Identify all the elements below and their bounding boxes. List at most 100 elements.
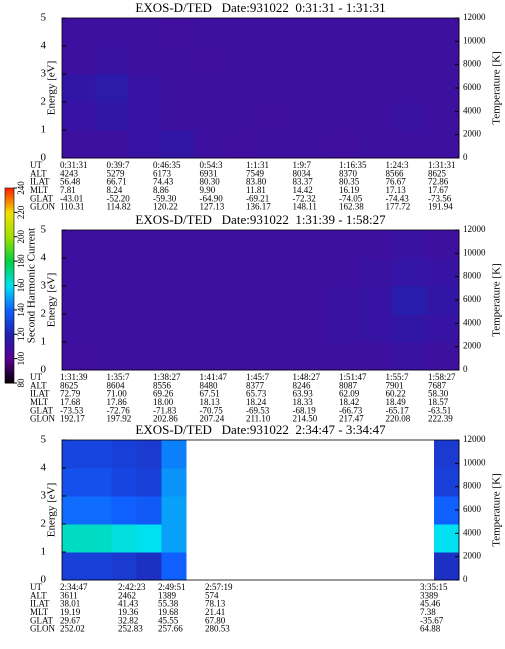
colorbar-tick-label: 140 <box>16 303 26 317</box>
y2-tick-label: 10000 <box>463 35 486 45</box>
orbit-row-label: ILAT <box>30 177 50 187</box>
heatmap-cell <box>194 314 228 343</box>
colorbar-swatch <box>5 300 14 304</box>
heatmap-cell <box>392 286 427 315</box>
colorbar-swatch <box>5 317 14 321</box>
y2-tick-label: 8000 <box>463 59 482 69</box>
colorbar-swatch <box>5 295 14 299</box>
heatmap-cell <box>95 286 129 315</box>
orbit-value: 8625 <box>428 168 447 178</box>
heatmap-cell <box>161 286 195 315</box>
orbit-value: 65.73 <box>246 389 267 399</box>
orbit-value: 148.11 <box>293 202 317 212</box>
heatmap-cell <box>392 230 427 259</box>
y-tick-label: 0 <box>41 364 47 376</box>
orbit-row-label: ALT <box>30 380 47 390</box>
orbit-value: 2:34:47 <box>60 582 88 592</box>
colorbar-swatch <box>5 205 14 208</box>
orbit-value: 63.93 <box>293 389 314 399</box>
orbit-value: 17.86 <box>107 397 128 407</box>
heatmap-cell <box>359 258 394 287</box>
orbit-row-label: UT <box>30 160 42 170</box>
colorbar-swatch <box>5 227 14 230</box>
heatmap-cell <box>194 18 228 47</box>
orbit-value: 217.47 <box>339 414 364 424</box>
colorbar-swatch <box>5 326 14 330</box>
orbit-row-label: GLAT <box>30 405 53 415</box>
orbit-value: 55.38 <box>158 599 179 609</box>
heatmap-cell <box>194 258 228 287</box>
orbit-value: 72.86 <box>428 177 449 187</box>
orbit-value: -43.01 <box>60 193 83 203</box>
orbit-value: -66.73 <box>339 405 363 415</box>
orbit-value: 18.24 <box>246 397 267 407</box>
orbit-value: 7687 <box>428 380 447 390</box>
orbit-value: 58.30 <box>428 389 449 399</box>
colorbar-swatch <box>5 207 14 211</box>
heatmap-cell <box>326 74 361 103</box>
heatmap-cell <box>62 440 88 469</box>
heatmap-cell <box>128 46 162 75</box>
orbit-value: 110.31 <box>60 202 84 212</box>
orbit-value: 191.94 <box>428 202 453 212</box>
orbit-value: 2462 <box>118 590 136 600</box>
y-tick-label: 5 <box>41 434 47 446</box>
heatmap-cell <box>194 74 228 103</box>
orbit-value: 6931 <box>200 168 218 178</box>
orbit-row-label: MLT <box>30 397 49 407</box>
heatmap-cell <box>161 342 195 371</box>
colorbar-swatch <box>5 346 14 350</box>
y-tick-label: 4 <box>41 40 47 52</box>
orbit-value: 0:54:3 <box>200 160 224 170</box>
colorbar-swatch <box>5 287 14 291</box>
colorbar-swatch <box>5 290 14 294</box>
y-tick-label: 1 <box>41 336 47 348</box>
heatmap-cell <box>62 468 88 497</box>
heatmap-cell <box>434 440 460 469</box>
colorbar-swatch <box>5 270 14 274</box>
heatmap-cell <box>128 102 162 131</box>
heatmap-cell <box>62 342 96 371</box>
orbit-value: 1:41:47 <box>200 372 228 382</box>
colorbar-swatch <box>5 241 14 245</box>
heatmap-cell <box>326 286 361 315</box>
heatmap-cell <box>293 314 328 343</box>
orbit-row-label: UT <box>30 582 42 592</box>
orbit-value: 252.02 <box>60 624 85 634</box>
heatmap-cell <box>260 230 295 259</box>
colorbar-swatch <box>5 378 14 382</box>
orbit-value: 80.30 <box>200 177 221 187</box>
orbit-value: 7549 <box>246 168 265 178</box>
orbit-value: 18.57 <box>428 397 449 407</box>
heatmap-cell <box>194 102 228 131</box>
orbit-value: 69.26 <box>153 389 174 399</box>
colorbar-swatch <box>5 322 14 325</box>
orbit-value: 56.48 <box>60 177 81 187</box>
heatmap-cell <box>128 130 162 159</box>
colorbar-swatch <box>5 297 14 301</box>
orbit-value: 6173 <box>153 168 172 178</box>
y2-tick-label: 0 <box>463 364 468 374</box>
heatmap-cell <box>425 258 460 287</box>
colorbar-swatch <box>5 339 14 343</box>
y-tick-label: 4 <box>41 252 47 264</box>
colorbar-swatch <box>5 314 14 318</box>
heatmap-cell <box>62 552 88 581</box>
heatmap-cell <box>227 130 261 159</box>
orbit-value: 2:42:23 <box>118 582 146 592</box>
orbit-value: -74.05 <box>339 193 363 203</box>
heatmap-cell <box>293 286 328 315</box>
orbit-value: 120.22 <box>153 202 178 212</box>
orbit-value: 66.71 <box>107 177 127 187</box>
y-tick-label: 5 <box>41 224 47 236</box>
y-axis-label: Energy [eV] <box>46 273 58 327</box>
colorbar-tick-label: 160 <box>16 278 26 292</box>
colorbar-swatch <box>5 336 14 340</box>
heatmap-cell <box>161 314 195 343</box>
colorbar-swatch <box>5 222 14 226</box>
heatmap-cell <box>326 230 361 259</box>
heatmap-cell <box>293 102 328 131</box>
heatmap-cell <box>326 102 361 131</box>
orbit-value: 222.39 <box>428 414 453 424</box>
colorbar-swatch <box>5 331 14 335</box>
